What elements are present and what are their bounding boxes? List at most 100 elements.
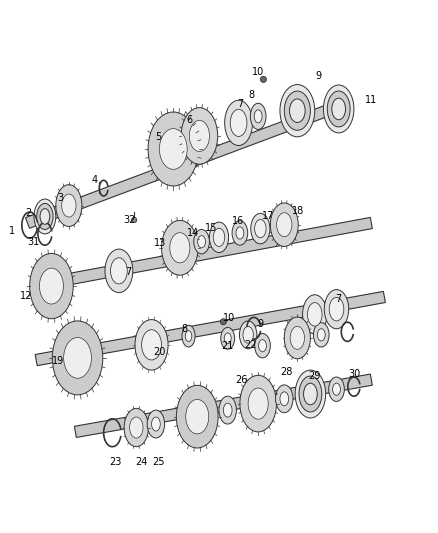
Text: 19: 19 — [52, 356, 64, 366]
Ellipse shape — [251, 103, 266, 130]
Text: 28: 28 — [280, 367, 293, 377]
Text: 13: 13 — [154, 238, 166, 248]
Ellipse shape — [307, 303, 322, 326]
Text: 22: 22 — [244, 340, 257, 350]
Ellipse shape — [248, 388, 268, 419]
Text: 21: 21 — [222, 341, 234, 351]
Ellipse shape — [324, 289, 349, 329]
Ellipse shape — [34, 199, 56, 234]
Ellipse shape — [52, 321, 103, 395]
Text: 31: 31 — [28, 237, 40, 247]
Ellipse shape — [329, 297, 344, 321]
Ellipse shape — [254, 220, 266, 238]
Ellipse shape — [62, 194, 76, 217]
Ellipse shape — [194, 230, 209, 254]
Ellipse shape — [240, 375, 276, 432]
Text: 18: 18 — [292, 206, 304, 216]
Ellipse shape — [40, 208, 50, 224]
Ellipse shape — [332, 98, 346, 120]
Ellipse shape — [170, 233, 190, 263]
Ellipse shape — [240, 321, 257, 349]
Ellipse shape — [224, 333, 231, 344]
Text: 6: 6 — [186, 115, 192, 125]
Ellipse shape — [30, 254, 73, 319]
Ellipse shape — [177, 385, 218, 448]
Text: 15: 15 — [205, 223, 217, 232]
Text: 10: 10 — [252, 67, 264, 77]
Ellipse shape — [303, 295, 327, 334]
Ellipse shape — [243, 327, 253, 343]
Ellipse shape — [254, 334, 270, 358]
Text: 3: 3 — [57, 192, 64, 203]
Ellipse shape — [189, 120, 209, 151]
Text: 7: 7 — [237, 99, 243, 109]
Circle shape — [260, 76, 266, 83]
Text: 17: 17 — [262, 211, 274, 221]
Ellipse shape — [284, 317, 311, 359]
Ellipse shape — [147, 410, 165, 438]
Text: 20: 20 — [153, 346, 166, 357]
Ellipse shape — [225, 100, 253, 146]
Ellipse shape — [181, 108, 218, 164]
Text: 7: 7 — [336, 294, 342, 304]
Text: 16: 16 — [232, 215, 244, 225]
Text: 8: 8 — [248, 90, 254, 100]
Text: 30: 30 — [349, 369, 361, 379]
Ellipse shape — [56, 184, 82, 227]
Ellipse shape — [251, 213, 270, 244]
Polygon shape — [31, 217, 372, 292]
Text: 9: 9 — [316, 71, 322, 82]
Text: 11: 11 — [365, 95, 377, 105]
Ellipse shape — [223, 403, 232, 417]
Ellipse shape — [162, 220, 198, 275]
Ellipse shape — [284, 91, 311, 130]
Text: 8: 8 — [181, 324, 187, 334]
Ellipse shape — [232, 221, 248, 245]
Ellipse shape — [258, 340, 266, 352]
Ellipse shape — [141, 330, 162, 360]
Ellipse shape — [230, 109, 247, 136]
Text: 2: 2 — [25, 208, 32, 218]
Ellipse shape — [332, 383, 340, 395]
Ellipse shape — [221, 327, 235, 349]
Ellipse shape — [254, 110, 262, 123]
Ellipse shape — [280, 85, 315, 137]
Text: 29: 29 — [308, 371, 321, 381]
Ellipse shape — [280, 392, 289, 406]
Ellipse shape — [37, 204, 53, 230]
Ellipse shape — [328, 377, 344, 401]
Text: 1: 1 — [9, 226, 15, 236]
Ellipse shape — [290, 99, 305, 123]
Ellipse shape — [124, 408, 148, 447]
Ellipse shape — [270, 203, 298, 246]
Ellipse shape — [299, 376, 322, 412]
Polygon shape — [35, 292, 385, 366]
Ellipse shape — [236, 227, 244, 239]
Ellipse shape — [159, 128, 187, 169]
Ellipse shape — [105, 249, 133, 293]
Text: 32: 32 — [124, 215, 136, 225]
Ellipse shape — [213, 228, 225, 246]
Polygon shape — [74, 374, 372, 438]
Text: 23: 23 — [109, 457, 122, 467]
Ellipse shape — [152, 417, 160, 431]
Ellipse shape — [110, 258, 127, 284]
Circle shape — [220, 319, 226, 325]
Text: 7: 7 — [125, 267, 131, 277]
Ellipse shape — [64, 337, 92, 378]
Ellipse shape — [219, 396, 237, 424]
Text: 26: 26 — [236, 375, 248, 385]
Ellipse shape — [198, 236, 205, 248]
Ellipse shape — [182, 325, 195, 347]
Text: 5: 5 — [155, 132, 162, 142]
Text: 9: 9 — [257, 319, 263, 329]
Ellipse shape — [304, 383, 317, 405]
Text: 24: 24 — [135, 457, 148, 467]
Ellipse shape — [327, 91, 350, 127]
Ellipse shape — [295, 370, 325, 418]
Ellipse shape — [39, 268, 64, 304]
Ellipse shape — [185, 330, 192, 342]
Ellipse shape — [186, 399, 209, 434]
Text: 10: 10 — [223, 313, 235, 323]
Polygon shape — [25, 100, 343, 228]
